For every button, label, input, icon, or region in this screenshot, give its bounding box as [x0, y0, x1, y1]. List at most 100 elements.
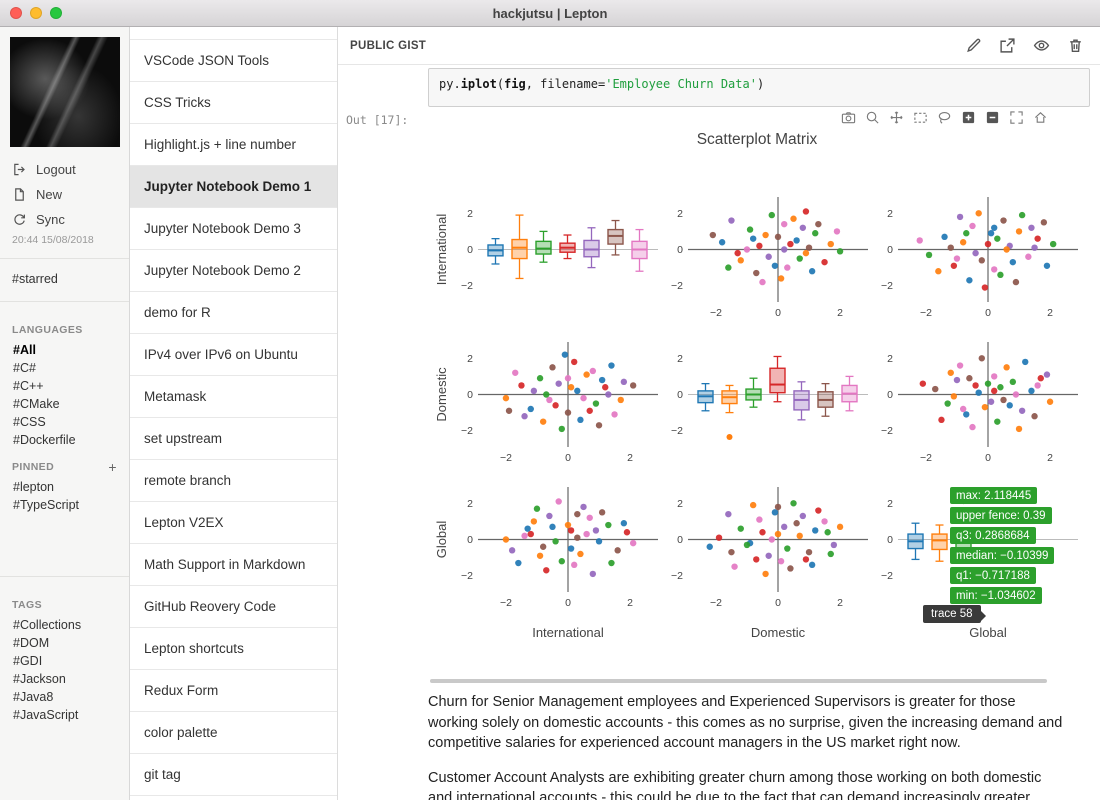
gist-list-item[interactable]: color palette [130, 712, 337, 754]
svg-text:−2: −2 [881, 570, 893, 582]
gist-list-item[interactable]: IPv4 over IPv6 on Ubuntu [130, 334, 337, 376]
hover-tooltip-label: upper fence: 0.39 [950, 507, 1052, 524]
close-button[interactable] [10, 7, 22, 19]
home-icon[interactable] [1033, 110, 1048, 125]
hover-tooltip-label: q3: 0.2868684 [950, 527, 1036, 544]
lasso-icon[interactable] [937, 110, 952, 125]
analysis-paragraph: Churn for Senior Management employees an… [428, 694, 1063, 752]
svg-text:−2: −2 [671, 570, 683, 582]
tag-item[interactable]: #JavaScript [13, 708, 79, 722]
svg-text:2: 2 [467, 208, 473, 220]
pinned-heading-label: PINNED [12, 461, 55, 473]
svg-text:0: 0 [775, 307, 781, 319]
gist-list-item[interactable]: Jupyter Notebook Demo 2 [130, 250, 337, 292]
gist-list-item[interactable]: Metamask [130, 376, 337, 418]
svg-text:−2: −2 [920, 452, 932, 464]
gist-title: remote branch [144, 473, 232, 488]
notebook-text: Churn for Senior Management employees an… [428, 692, 1065, 800]
gist-title: set upstream [144, 431, 223, 446]
tag-item[interactable]: #Java8 [13, 690, 54, 704]
pinned-list: #lepton #TypeScript [0, 478, 129, 514]
gist-list-item[interactable]: Jupyter Notebook Demo 1 [130, 166, 337, 208]
language-item[interactable]: #C# [13, 361, 36, 375]
pinned-item[interactable]: #lepton [13, 480, 55, 494]
gist-list-item[interactable] [130, 27, 337, 40]
svg-text:2: 2 [677, 353, 683, 365]
pinned-item[interactable]: #TypeScript [13, 498, 80, 512]
gist-title: Metamask [144, 389, 207, 404]
svg-text:2: 2 [627, 597, 633, 609]
svg-text:2: 2 [837, 597, 843, 609]
zoom-button[interactable] [50, 7, 62, 19]
minimize-button[interactable] [30, 7, 42, 19]
camera-icon[interactable] [841, 110, 856, 125]
svg-text:−2: −2 [671, 425, 683, 437]
svg-text:0: 0 [677, 534, 683, 546]
gist-visibility-label: PUBLIC GIST [350, 39, 427, 52]
language-item[interactable]: #CSS [13, 415, 46, 429]
gist-panel: PUBLIC GIST py.iplot(fig, filename='Empl… [338, 27, 1100, 800]
new-icon [15, 188, 24, 201]
autoscale-icon[interactable] [1009, 110, 1024, 125]
sidebar-item-starred[interactable]: #starred [12, 272, 58, 286]
svg-text:2: 2 [1047, 307, 1053, 319]
gist-list-item[interactable]: demo for R [130, 292, 337, 334]
gist-list-item[interactable]: Redux Form [130, 670, 337, 712]
hover-tooltip-label: median: −0.10399 [950, 547, 1055, 564]
tags-list: #Collections #DOM #GDI #Jackson #Java8 #JavaS… [0, 616, 129, 724]
sidebar-sync-button[interactable]: Sync [0, 207, 129, 232]
svg-text:2: 2 [677, 208, 683, 220]
gist-list-item[interactable]: Jupyter Notebook Demo 3 [130, 208, 337, 250]
language-item[interactable]: #C++ [13, 379, 44, 393]
pan-icon[interactable] [889, 110, 904, 125]
gist-list-item[interactable]: Lepton V2EX [130, 502, 337, 544]
open-external-icon[interactable] [999, 37, 1016, 54]
gist-title: IPv4 over IPv6 on Ubuntu [144, 347, 298, 362]
add-pinned-button[interactable]: + [108, 459, 117, 475]
gist-list-item[interactable]: set upstream [130, 418, 337, 460]
menu-label: New [36, 187, 63, 202]
svg-text:2: 2 [467, 353, 473, 365]
languages-heading: LANGUAGES [12, 324, 83, 336]
delete-icon[interactable] [1067, 37, 1084, 54]
edit-icon[interactable] [965, 37, 982, 54]
gist-list-item[interactable]: VSCode JSON Tools [130, 40, 337, 82]
hover-tooltip-stack: max: 2.118445 upper fence: 0.39 q3: 0.2868… [950, 487, 1055, 607]
gist-title: VSCode JSON Tools [144, 53, 270, 68]
tag-item[interactable]: #DOM [13, 636, 50, 650]
sidebar-new-button[interactable]: New [0, 182, 129, 207]
svg-text:0: 0 [467, 389, 473, 401]
gist-list-item[interactable]: GitHub Reovery Code [130, 586, 337, 628]
gist-list-item[interactable]: git tag [130, 754, 337, 796]
svg-text:0: 0 [985, 307, 991, 319]
zoom-in-icon[interactable] [961, 110, 976, 125]
box-select-icon[interactable] [913, 110, 928, 125]
language-item[interactable]: #All [13, 343, 36, 357]
svg-text:−2: −2 [461, 280, 473, 292]
language-item[interactable]: #Dockerfile [13, 433, 76, 447]
tag-item[interactable]: #Collections [13, 618, 82, 632]
code-token: py. [439, 77, 461, 91]
gist-title: GitHub Reovery Code [144, 599, 277, 614]
titlebar: hackjutsu | Lepton [0, 0, 1100, 27]
sidebar-logout-button[interactable]: Logout [0, 157, 129, 182]
svg-text:−2: −2 [710, 307, 722, 319]
svg-text:0: 0 [677, 244, 683, 256]
svg-text:Domestic: Domestic [751, 625, 806, 640]
zoom-out-icon[interactable] [985, 110, 1000, 125]
horizontal-scrollbar[interactable] [430, 679, 1047, 683]
gist-list-item[interactable]: Lepton shortcuts [130, 628, 337, 670]
tag-item[interactable]: #Jackson [13, 672, 66, 686]
scatterplot-matrix[interactable]: 2 0 −2 2 0 −2 −2 0 2 2 0 −2 −2 0 2 2 0 −2 −2 0 2 2 0 −2 2 0 −2 −2 0 2… [426, 157, 1088, 662]
gist-title: Redux Form [144, 683, 219, 698]
gist-title: git tag [144, 767, 181, 782]
preview-icon[interactable] [1033, 37, 1050, 54]
gist-list-item[interactable]: Highlight.js + line number [130, 124, 337, 166]
gist-list-item[interactable]: Math Support in Markdown [130, 544, 337, 586]
gist-list-item[interactable]: remote branch [130, 460, 337, 502]
gist-list-item[interactable]: CSS Tricks [130, 82, 337, 124]
tag-item[interactable]: #GDI [13, 654, 43, 668]
gist-title: Lepton shortcuts [144, 641, 244, 656]
zoom-icon[interactable] [865, 110, 880, 125]
language-item[interactable]: #CMake [13, 397, 60, 411]
